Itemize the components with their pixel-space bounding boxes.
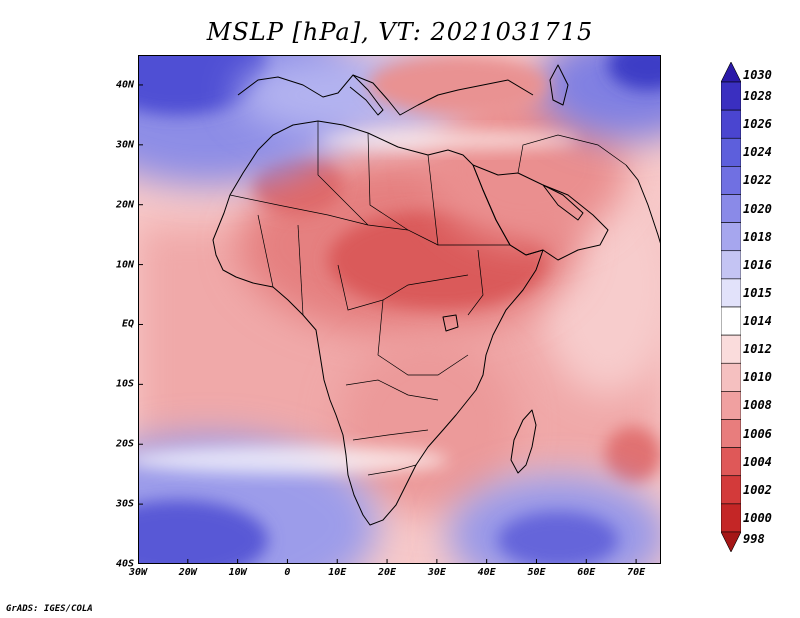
lat-label: 10N — [115, 259, 134, 271]
colorbar-label: 1004 — [743, 454, 772, 469]
colorbar-swatch — [721, 531, 741, 552]
pressure-map[interactable] — [138, 55, 661, 564]
europe-coastline — [237, 74, 534, 116]
border-9 — [345, 379, 439, 401]
field-mascarene-low — [605, 427, 661, 483]
colorbar-label: 1002 — [743, 482, 772, 497]
colorbar-swatch — [721, 62, 741, 83]
colorbar-swatch — [721, 222, 741, 252]
lat-label: 20N — [115, 199, 134, 211]
colorbar-swatch — [721, 362, 741, 392]
madagascar-coastline — [510, 409, 537, 474]
grads-credit: GrADS: IGES/COLA — [6, 604, 93, 614]
border-8 — [377, 299, 469, 376]
lake-victoria — [442, 314, 459, 332]
lon-label: 30W — [128, 567, 148, 578]
border-6 — [297, 224, 304, 316]
lat-label: 10S — [115, 378, 134, 390]
country-borders — [229, 121, 627, 476]
lon-label: 10W — [228, 567, 247, 578]
colorbar-swatch — [721, 109, 741, 139]
lon-label: 0 — [284, 567, 291, 578]
italy-coastline — [349, 74, 384, 116]
lon-label: 60E — [577, 567, 596, 578]
colorbar-label: 1020 — [743, 201, 772, 216]
colorbar-swatch — [721, 166, 741, 195]
colorbar-swatch — [721, 419, 741, 448]
border-3 — [367, 132, 439, 246]
india-coastline — [625, 164, 661, 246]
colorbar-label: 1024 — [743, 145, 772, 160]
colorbar-label: 1026 — [743, 117, 772, 132]
colorbar-label: 1012 — [743, 342, 772, 357]
colorbar-swatch — [721, 250, 741, 280]
colorbar-label: 1028 — [743, 89, 772, 104]
colorbar-swatch — [721, 391, 741, 420]
lat-label: 40N — [115, 79, 134, 91]
lat-label: 30N — [115, 139, 134, 151]
border-7 — [337, 264, 469, 311]
africa-coastline — [212, 120, 544, 526]
colorbar-label: 1014 — [743, 314, 772, 329]
border-5 — [257, 214, 274, 288]
map-title: MSLP [hPa], VT: 2021031715 — [206, 18, 594, 46]
lon-label: 20W — [178, 567, 197, 578]
field-north-transition — [318, 130, 578, 150]
field-south-atlantic-core — [138, 500, 268, 564]
border-12 — [467, 249, 484, 316]
lon-label: 70E — [627, 567, 646, 578]
lon-label: 30E — [427, 567, 446, 578]
colorbar-label: 1010 — [743, 370, 772, 385]
border-11 — [367, 464, 417, 476]
field-middle-east — [368, 55, 548, 115]
lat-label: 30S — [115, 498, 134, 510]
colorbar-label: 1006 — [743, 426, 772, 441]
lon-label: 20E — [378, 567, 397, 578]
lon-label: 50E — [527, 567, 546, 578]
lat-label: 20S — [115, 438, 134, 450]
persian-gulf — [542, 184, 584, 221]
colorbar-swatch — [721, 278, 741, 308]
colorbar-svg — [721, 62, 741, 552]
colorbar-label: 1015 — [743, 285, 772, 300]
colorbar-swatch — [721, 447, 741, 477]
field-atlantic-high-core — [138, 55, 268, 115]
colorbar-swatch — [721, 306, 741, 336]
colorbar-swatch — [721, 194, 741, 223]
border-2 — [317, 121, 369, 226]
caspian-coastline — [549, 64, 569, 106]
border-10 — [352, 429, 429, 441]
field-indian-ocean-high-core — [498, 512, 618, 564]
colorbar-label: 1030 — [743, 68, 772, 82]
colorbar-swatch — [721, 503, 741, 533]
field-south-transition — [138, 446, 448, 474]
border-13 — [517, 134, 627, 174]
colorbar-label: 1022 — [743, 173, 772, 188]
map-canvas — [138, 55, 661, 564]
lat-label: 40S — [115, 558, 134, 570]
field-central-asia-core — [608, 55, 661, 90]
colorbar-swatch — [721, 475, 741, 505]
lat-label: EQ — [121, 318, 134, 330]
colorbar-swatch — [721, 137, 741, 167]
lon-label: 40E — [477, 567, 496, 578]
coastlines — [212, 64, 661, 526]
colorbar-label: 998 — [743, 532, 765, 546]
colorbar-swatch — [721, 81, 741, 111]
colorbar-label: 1018 — [743, 229, 772, 244]
colorbar-label: 1016 — [743, 257, 772, 272]
arabia-coastline — [472, 164, 609, 261]
border-4 — [427, 154, 510, 246]
colorbar-swatch — [721, 334, 741, 364]
map-frame — [138, 55, 661, 564]
colorbar-label: 1008 — [743, 398, 772, 413]
lon-label: 10E — [328, 567, 347, 578]
colorbar-label: 1000 — [743, 510, 772, 525]
axis-ticks — [138, 84, 637, 564]
border-1 — [229, 194, 409, 231]
